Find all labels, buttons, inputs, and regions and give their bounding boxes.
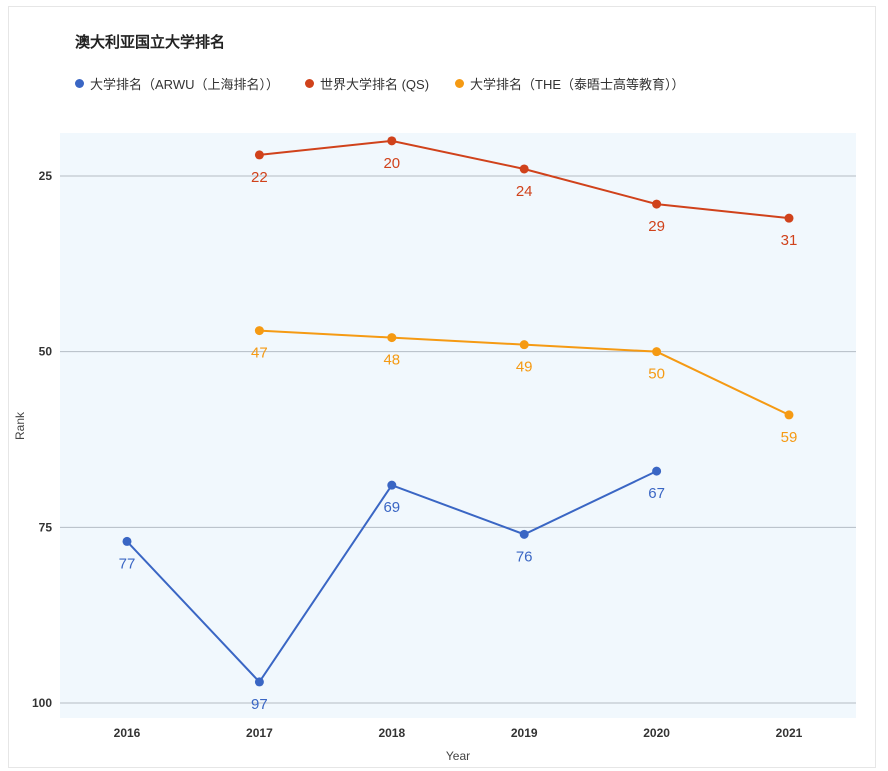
data-label: 49 xyxy=(516,359,533,376)
data-label: 69 xyxy=(383,499,400,516)
x-tick-label: 2021 xyxy=(776,726,803,740)
data-label: 22 xyxy=(251,169,268,186)
y-tick-label: 100 xyxy=(32,696,52,710)
legend-dot-icon xyxy=(455,79,465,88)
data-label: 29 xyxy=(648,218,665,235)
chart-title: 澳大利亚国立大学排名 xyxy=(75,34,226,51)
data-label: 97 xyxy=(251,696,268,713)
data-label: 47 xyxy=(251,345,268,362)
legend-label: 大学排名（ARWU（上海排名）） xyxy=(90,77,279,92)
data-label: 77 xyxy=(119,555,136,572)
y-axis-title: Rank xyxy=(13,411,27,440)
y-tick-label: 25 xyxy=(39,169,53,183)
data-point xyxy=(254,677,264,687)
data-point xyxy=(254,150,264,160)
x-tick-label: 2020 xyxy=(643,726,670,740)
x-tick-label: 2019 xyxy=(511,726,538,740)
data-point xyxy=(519,340,529,350)
data-label: 31 xyxy=(781,232,798,249)
legend-item-arwu[interactable]: 大学排名（ARWU（上海排名）） xyxy=(75,74,279,93)
x-tick-label: 2016 xyxy=(114,726,141,740)
legend: 大学排名（ARWU（上海排名）） 世界大学排名 (QS) 大学排名（THE（泰晤… xyxy=(75,74,685,93)
data-point xyxy=(387,136,397,146)
legend-label: 世界大学排名 (QS) xyxy=(319,77,430,92)
x-axis-title: Year xyxy=(446,749,470,763)
y-tick-label: 50 xyxy=(39,345,53,359)
data-label: 59 xyxy=(781,429,798,446)
data-point xyxy=(784,213,794,223)
data-label: 24 xyxy=(516,183,533,200)
x-tick-label: 2018 xyxy=(378,726,405,740)
data-point xyxy=(519,529,529,539)
legend-item-the[interactable]: 大学排名（THE（泰晤士高等教育）） xyxy=(455,74,685,93)
y-tick-label: 75 xyxy=(39,520,53,534)
legend-dot-icon xyxy=(75,79,84,88)
legend-label: 大学排名（THE（泰晤士高等教育）） xyxy=(470,77,685,92)
data-point xyxy=(784,410,794,420)
data-point xyxy=(387,480,397,490)
data-point xyxy=(652,347,662,357)
data-point xyxy=(122,536,132,546)
data-point xyxy=(519,164,529,174)
legend-item-qs[interactable]: 世界大学排名 (QS) xyxy=(304,74,430,93)
x-tick-label: 2017 xyxy=(246,726,273,740)
data-label: 20 xyxy=(383,155,400,172)
data-label: 50 xyxy=(648,366,665,383)
data-point xyxy=(652,466,662,476)
data-point xyxy=(254,326,264,336)
plot-area xyxy=(60,133,856,718)
legend-dot-icon xyxy=(304,79,314,88)
chart-card xyxy=(8,6,876,768)
data-label: 48 xyxy=(383,352,400,369)
data-label: 67 xyxy=(648,485,665,502)
data-point xyxy=(387,333,397,343)
data-label: 76 xyxy=(516,548,533,565)
data-point xyxy=(652,199,662,209)
